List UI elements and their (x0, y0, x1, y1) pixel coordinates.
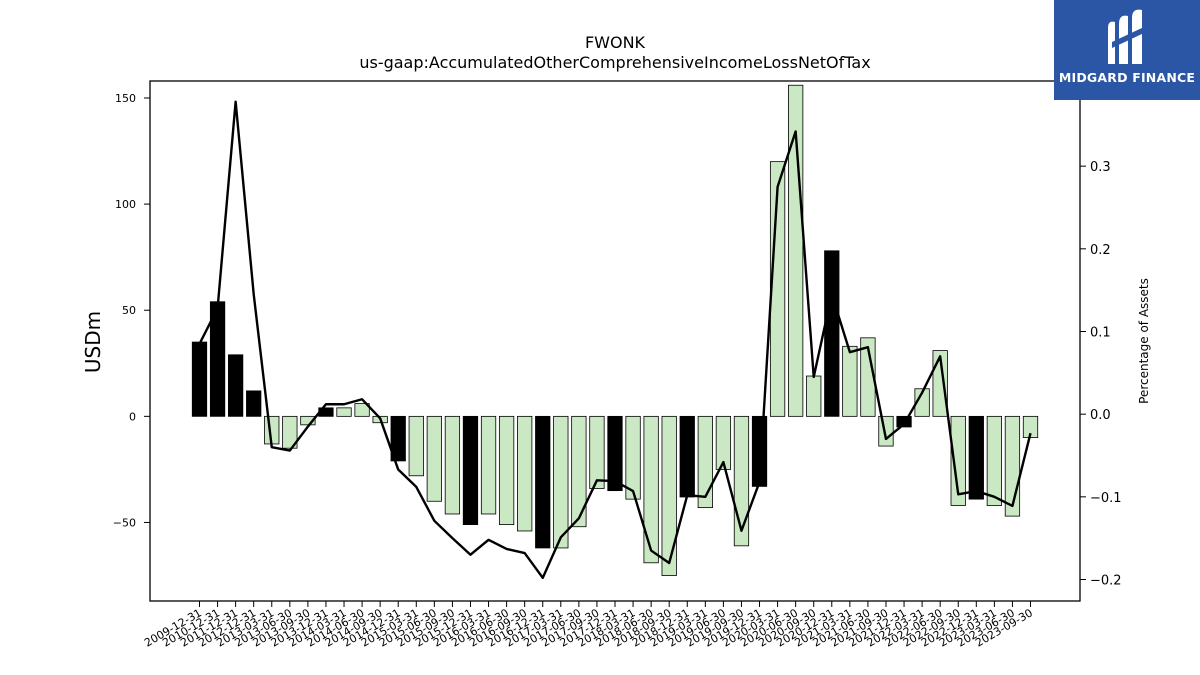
bar-2016-03-31 (480, 415, 497, 515)
bar-2018-12-31 (679, 415, 695, 498)
y2-tick-label: −0.2 (1090, 574, 1122, 589)
midgard-finance-logo: MIDGARD FINANCE (1054, 0, 1200, 100)
bar-2022-03-31 (914, 388, 930, 417)
y-tick-label: 100 (115, 198, 136, 211)
bar-2016-06-30 (498, 415, 515, 525)
bar-2017-09-30 (589, 415, 605, 489)
bar-2016-12-31 (535, 415, 551, 549)
bar-2018-03-31 (625, 415, 641, 500)
y-axis-left: −50 0 50 100 150 (113, 92, 150, 529)
y-tick-label: 150 (115, 92, 136, 105)
bar-2015-09-30 (444, 415, 461, 515)
bar-2022-06-30 (932, 350, 948, 417)
y2-tick-label: −0.1 (1090, 491, 1122, 506)
bar-2017-03-31 (553, 415, 569, 549)
bar-2014-12-31 (390, 415, 406, 462)
bar-2011-12-31 (227, 354, 244, 417)
midgard-logo-icon (1108, 9, 1146, 65)
y-tick-label: −50 (113, 516, 136, 529)
y-tick-label: 50 (122, 304, 136, 317)
percentage-of-assets-line (198, 100, 1032, 580)
bar-2021-06-30 (860, 337, 876, 417)
y-tick-label: 0 (129, 410, 136, 423)
y-axis-label: USDm (81, 311, 105, 373)
x-axis: 2009-12-312010-12-312011-12-312012-12-31… (142, 601, 1035, 650)
bar-2023-03-31 (986, 415, 1002, 506)
bar-2021-12-31 (896, 415, 912, 428)
bar-2020-09-30 (806, 375, 822, 417)
y2-tick-label: 0.0 (1090, 408, 1111, 423)
y2-tick-label: 0.2 (1090, 243, 1111, 258)
bar-2018-06-30 (643, 415, 659, 564)
bar-2017-06-30 (571, 415, 587, 528)
bar-2016-09-30 (517, 415, 533, 532)
bar-2012-12-31 (246, 390, 262, 417)
bar-2013-06-30 (282, 415, 298, 449)
y2-tick-label: 0.3 (1090, 160, 1111, 175)
bar-2022-12-31 (968, 415, 984, 500)
bar-2019-03-31 (697, 415, 713, 509)
logo-text: MIDGARD FINANCE (1058, 70, 1196, 85)
bar-2020-12-31 (824, 250, 840, 417)
chart-title: FWONK (585, 33, 646, 52)
bar-2014-03-31 (336, 407, 352, 417)
y-axis-right: −0.2 −0.1 0.0 0.1 0.2 0.3 (1080, 160, 1122, 589)
plot-frame (149, 80, 1081, 602)
bar-2018-09-30 (661, 415, 677, 576)
y2-tick-label: 0.1 (1090, 325, 1111, 340)
bar-2015-12-31 (462, 415, 479, 525)
y2-axis-label: Percentage of Assets (1137, 278, 1151, 404)
bar-2015-06-30 (426, 415, 442, 502)
bar-2015-03-31 (408, 415, 424, 477)
bar-2014-06-30 (354, 403, 370, 417)
bar-2021-03-31 (842, 345, 858, 417)
bar-group (191, 84, 1039, 576)
bar-2009-12-31 (191, 341, 208, 417)
bar-2017-12-31 (607, 415, 623, 492)
bar-2022-09-30 (950, 415, 966, 506)
bar-2021-09-30 (878, 415, 894, 447)
chart-subtitle: us-gaap:AccumulatedOtherComprehensiveInc… (359, 53, 870, 72)
bar-2019-06-30 (715, 415, 732, 470)
